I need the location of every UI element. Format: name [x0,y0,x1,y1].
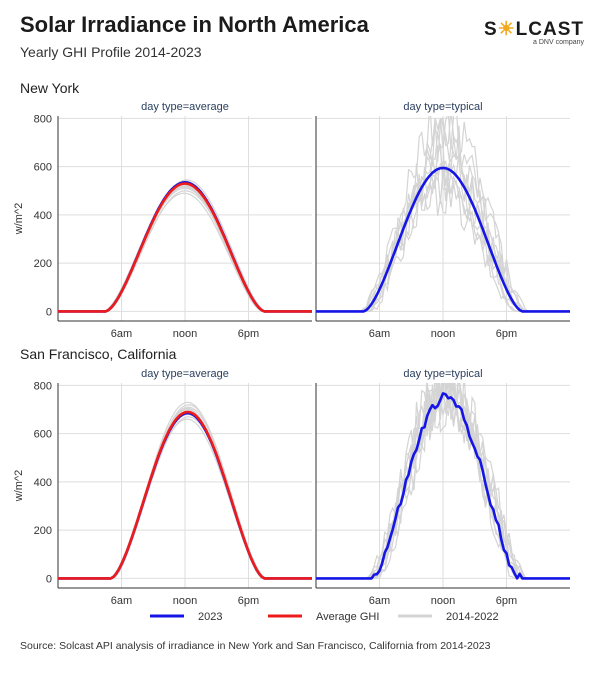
y-tick-label: 0 [46,573,52,585]
y-axis-label: w/m^2 [13,470,25,502]
legend-label: 2023 [198,611,222,623]
series-line-2023 [316,166,570,313]
x-tick-label: noon [431,328,455,340]
source-note: Source: Solcast API analysis of irradian… [20,640,491,652]
y-axis-label: w/m^2 [13,203,25,235]
y-tick-label: 600 [34,429,52,441]
chart-panel-0: day type=average 0 200 400 600 800 w/m^2 6am noo… [13,101,312,340]
y-tick-label: 600 [34,162,52,174]
panel-title: day type=average [141,368,229,380]
y-tick-label: 800 [34,380,52,392]
x-tick-label: noon [173,328,197,340]
legend-label: 2014-2022 [446,611,499,623]
series-line-average-ghi [58,182,312,313]
logo-text: S☀LCAST [483,19,584,40]
logo-subtitle: a DNV company [533,39,584,46]
x-tick-label: noon [431,595,455,607]
chart-panel-2: day type=average 0 200 400 600 800 w/m^2 6am noo… [13,368,312,607]
plot-area [316,116,570,313]
chart-panel-3: day type=typical 6am noon 6pm [315,368,570,607]
chart-title: Solar Irradiance in North America [20,12,369,37]
x-tick-label: noon [173,595,197,607]
y-tick-label: 200 [34,258,52,270]
panel-title: day type=average [141,101,229,113]
solcast-logo: S☀LCAST a DNV company [484,18,584,46]
legend-label: Average GHI [316,611,379,623]
y-tick-label: 800 [34,113,52,125]
y-tick-label: 400 [34,477,52,489]
y-tick-label: 0 [46,306,52,318]
series-line-2023 [316,392,570,580]
x-tick-label: 6pm [496,328,517,340]
chart-panel-1: day type=typical 6am noon 6pm [315,101,570,340]
x-tick-label: 6pm [496,595,517,607]
x-tick-label: 6am [369,595,390,607]
x-tick-label: 6pm [238,595,259,607]
chart-subtitle: Yearly GHI Profile 2014-2023 [20,44,202,60]
plot-area [316,383,570,580]
y-tick-label: 400 [34,210,52,222]
x-tick-label: 6am [369,328,390,340]
section-title-san-francisco: San Francisco, California [20,346,177,362]
panel-title: day type=typical [403,368,482,380]
x-tick-label: 6am [111,595,132,607]
panel-title: day type=typical [403,101,482,113]
x-tick-label: 6pm [238,328,259,340]
plot-area [58,179,312,313]
legend: 2023 Average GHI 2014-2022 [150,611,499,623]
sun-icon: ☀ [497,19,516,40]
x-tick-label: 6am [111,328,132,340]
y-tick-label: 200 [34,525,52,537]
section-title-new-york: New York [20,80,80,96]
series-line-average-ghi [58,410,312,580]
plot-area [58,401,312,580]
